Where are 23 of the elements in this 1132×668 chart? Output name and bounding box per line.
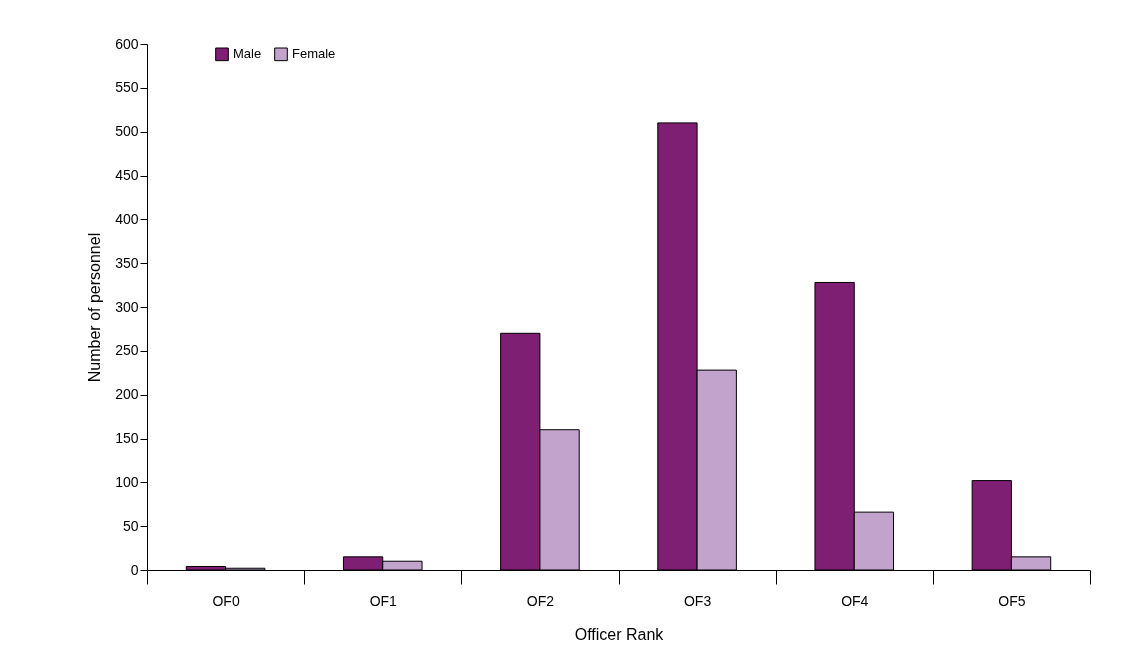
- x-tick-label: OF3: [683, 592, 712, 609]
- legend-label: Female: [292, 46, 336, 62]
- y-tick-label: 200: [115, 386, 139, 403]
- y-tick-label: 100: [115, 473, 139, 490]
- x-tick-label: OF1: [369, 592, 398, 609]
- y-tick-label: 500: [115, 123, 139, 140]
- y-tick-label: 250: [115, 342, 139, 359]
- y-tick-label: 350: [115, 254, 139, 271]
- y-tick-label: 300: [115, 298, 139, 315]
- y-tick-label: 550: [115, 79, 139, 96]
- y-tick-label: 50: [122, 517, 139, 534]
- y-tick-label: 150: [115, 430, 139, 446]
- x-tick-label: OF2: [526, 592, 555, 609]
- legend-label: Male: [233, 46, 262, 62]
- y-tick-label: 450: [115, 167, 139, 183]
- y-tick-label: 600: [115, 35, 139, 52]
- x-tick-label: OF0: [212, 592, 240, 609]
- y-tick-label: 0: [130, 561, 139, 578]
- x-tick-label: OF4: [841, 592, 869, 609]
- x-axis-title: Officer Rank: [574, 625, 665, 643]
- y-tick-label: 400: [115, 210, 139, 227]
- y-axis-title: Number of personnel: [86, 232, 104, 383]
- x-tick-label: OF5: [998, 592, 1026, 609]
